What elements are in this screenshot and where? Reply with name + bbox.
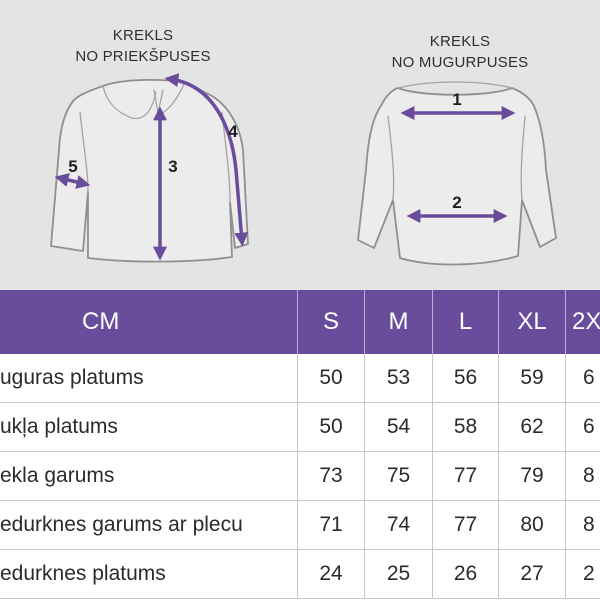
size-header-l: L — [432, 290, 498, 354]
size-header-s: S — [297, 290, 364, 354]
label-4: 4 — [228, 122, 238, 141]
back-view-title: KREKLS NO MUGURPUSES — [360, 31, 560, 73]
front-title-line-1: KREKLS — [112, 27, 174, 44]
front-view-title: KREKLS NO PRIEKŠPUSES — [43, 25, 243, 67]
front-title-line-2: NO PRIEKŠPUSES — [75, 48, 211, 65]
label-1: 1 — [452, 90, 461, 109]
value-cell: 8 — [565, 452, 600, 501]
value-cell: 8 — [565, 501, 600, 550]
value-cell: 6 — [565, 403, 600, 452]
label-2: 2 — [452, 193, 461, 212]
row-label: ukļa platums — [0, 403, 297, 452]
value-cell: 77 — [432, 452, 498, 501]
value-cell: 25 — [364, 550, 432, 599]
value-cell: 54 — [364, 403, 432, 452]
size-header-2x: 2X — [565, 290, 600, 354]
value-cell: 59 — [498, 354, 565, 403]
row-label: uguras platums — [0, 354, 297, 403]
value-cell: 6 — [565, 354, 600, 403]
value-cell: 58 — [432, 403, 498, 452]
row-label: ekla garums — [0, 452, 297, 501]
label-5: 5 — [68, 157, 77, 176]
label-3: 3 — [168, 157, 177, 176]
back-armhole-left — [387, 115, 395, 201]
shirt-front-icon: 3 4 5 — [50, 73, 249, 263]
value-cell: 50 — [297, 354, 364, 403]
shirt-back-icon: 1 2 — [357, 81, 557, 266]
back-armhole-right — [520, 115, 526, 201]
row-label: edurknes platums — [0, 550, 297, 599]
measurement-arrow-4 — [164, 73, 249, 247]
unit-header: CM — [0, 290, 297, 354]
front-hood-left — [102, 85, 157, 120]
size-header-xl: XL — [498, 290, 565, 354]
value-cell: 24 — [297, 550, 364, 599]
value-cell: 73 — [297, 452, 364, 501]
value-cell: 27 — [498, 550, 565, 599]
back-title-line-2: NO MUGURPUSES — [391, 54, 529, 71]
value-cell: 79 — [498, 452, 565, 501]
measurement-diagram: KREKLS NO PRIEKŠPUSES KREKLS NO MUGURPUS… — [0, 0, 600, 290]
size-header-m: M — [364, 290, 432, 354]
value-cell: 56 — [432, 354, 498, 403]
front-shirt-outline — [50, 79, 249, 263]
value-cell: 50 — [297, 403, 364, 452]
value-cell: 53 — [364, 354, 432, 403]
value-cell: 75 — [364, 452, 432, 501]
value-cell: 26 — [432, 550, 498, 599]
value-cell: 62 — [498, 403, 565, 452]
value-cell: 80 — [498, 501, 565, 550]
back-collar — [397, 81, 513, 89]
value-cell: 2 — [565, 550, 600, 599]
back-title-line-1: KREKLS — [429, 33, 491, 50]
size-table: CM S M L XL 2X uguras platums 50 53 56 5… — [0, 290, 600, 600]
value-cell: 74 — [364, 501, 432, 550]
measurement-arrow-5 — [54, 173, 91, 189]
value-cell: 71 — [297, 501, 364, 550]
row-label: edurknes garums ar plecu — [0, 501, 297, 550]
shirt-drawings: 3 4 5 1 2 — [50, 73, 557, 266]
value-cell: 77 — [432, 501, 498, 550]
